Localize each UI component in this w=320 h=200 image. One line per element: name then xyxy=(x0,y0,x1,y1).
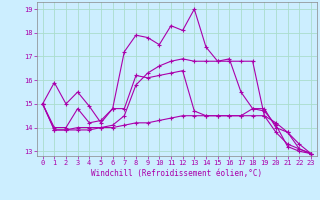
X-axis label: Windchill (Refroidissement éolien,°C): Windchill (Refroidissement éolien,°C) xyxy=(91,169,262,178)
